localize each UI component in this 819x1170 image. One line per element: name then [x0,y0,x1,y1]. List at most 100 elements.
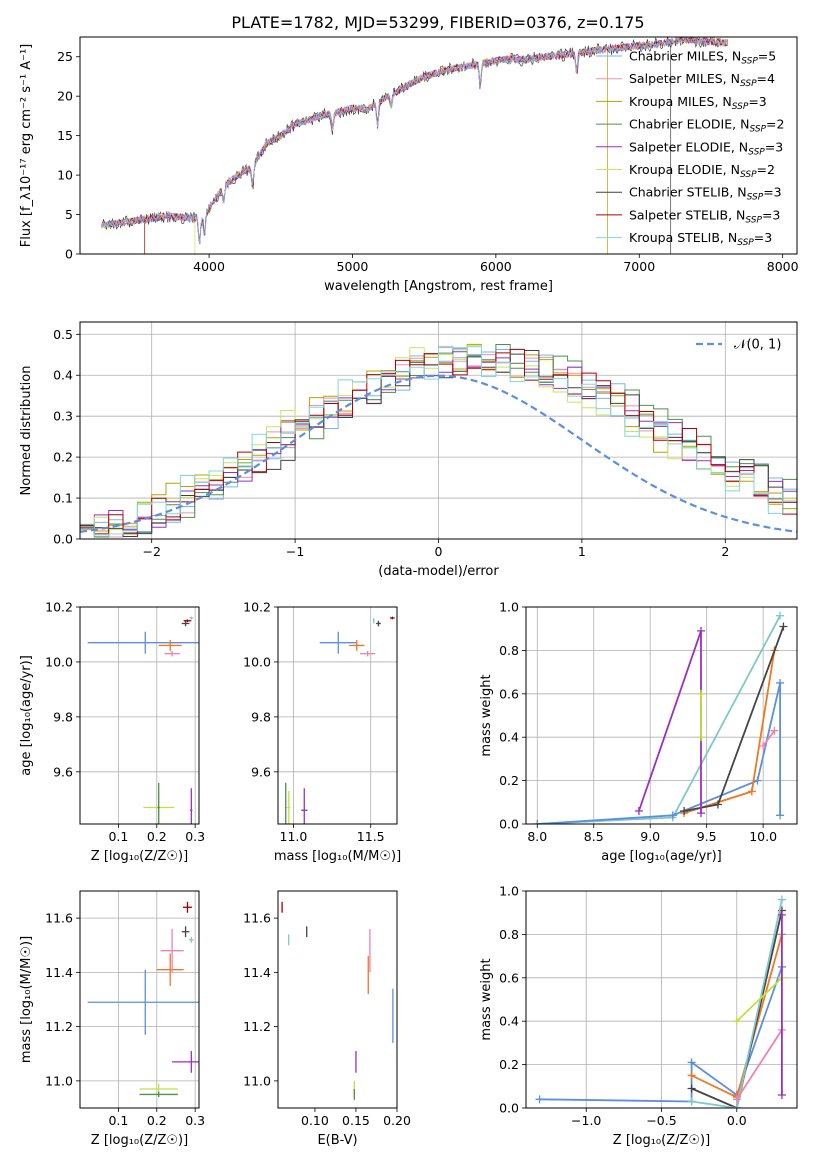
y-tick-label: 15 [57,128,73,143]
y-tick-label: 0.6 [499,970,519,985]
y-tick-label: 0.0 [499,817,519,832]
x-tick-label: 1 [578,544,586,559]
y-tick-label: 0.0 [499,1101,519,1116]
panels: 4000 5000 6000 7000 80000510152025wavelength… [19,36,799,1148]
spectrum-line-chabrier-miles [101,37,729,243]
legend-label: Chabrier ELODIE, NSSP=2 [629,117,784,135]
y-tick-label: 20 [57,89,73,104]
figure-title: PLATE=1782, MJD=53299, FIBERID=0376, z=0… [231,13,644,32]
plot-area [87,616,199,824]
grid-lines [80,891,199,1108]
axes-frame [277,606,398,825]
data-point [172,1051,199,1073]
data-point [164,650,180,657]
data-point [183,619,192,623]
series-marker [687,1071,696,1080]
y-tick-label: 5 [65,207,73,222]
series-summary-gray [680,622,788,815]
legend-entry: Chabrier MILES, NSSP=5 [596,49,776,67]
data-point [189,937,194,943]
panel-mass-vs-extinction: 0.10 0.15 0.20 11.0 11.2 11.4 11.6 E(B-V) [243,890,411,1148]
data-point [190,788,193,824]
data-point [359,650,376,657]
data-point [156,953,184,986]
series-marker [668,811,677,820]
y-tick-label: 9.6 [251,764,271,779]
legend-entry: Kroupa ELODIE, NSSP=2 [596,162,775,180]
series-marker [634,806,643,815]
legend-entry: Salpeter MILES, NSSP=4 [596,71,775,89]
series-summary-teal [533,611,785,824]
x-tick-label: 0.20 [383,1113,411,1128]
x-tick-label: 5000 [337,259,369,274]
series-marker [697,689,706,698]
grid-lines [278,606,397,824]
data-point [182,901,193,913]
legend-label: Chabrier STELIB, NSSP=3 [629,185,782,203]
series-line [537,615,781,824]
legend-label: Salpeter STELIB, NSSP=3 [629,207,780,225]
axes-frame [525,890,798,1109]
x-tick-label: −1.0 [571,1113,601,1128]
panel-residual-histogram: −2 −1 0 1 2 0.0 0.1 0.2 0.3 0.4 0.5 (data-model)/er… [19,321,798,579]
x-tick-label: 2 [721,544,729,559]
y-axis-label: mass [log₁₀(M/M☉)] [19,936,34,1063]
legend-entry: Salpeter ELODIE, NSSP=3 [596,139,783,157]
y-tick-label: 10.2 [45,600,73,615]
legend-label: Salpeter ELODIE, NSSP=3 [629,139,783,157]
y-tick-label: 11.6 [45,911,73,926]
legend-entry: Kroupa MILES, NSSP=3 [596,94,767,112]
data-point [287,791,291,824]
x-tick-label: 0.2 [147,1113,167,1128]
x-axis-label: wavelength [Angstrom, rest frame] [324,279,553,294]
y-tick-label: 0.8 [499,927,519,942]
series-line [762,730,776,747]
x-tick-label: 9.5 [697,829,717,844]
histogram-kroupa-stelib [80,345,797,539]
grid-lines [80,606,199,824]
x-tick-label: 0.3 [185,1113,205,1128]
series-line [539,966,783,1103]
y-tick-label: 11.2 [243,1019,271,1034]
y-tick-label: 9.6 [53,764,73,779]
y-tick-label: 0.6 [499,686,519,701]
y-tick-label: 0.1 [53,491,73,506]
y-tick-label: 0.2 [499,773,519,788]
axes-frame [79,606,200,825]
data-point [157,782,160,824]
series-marker [777,1090,786,1099]
legend-entry: Chabrier STELIB, NSSP=3 [596,185,782,203]
legend-entry: Kroupa STELIB, NSSP=3 [596,230,772,248]
series-marker [535,1095,544,1104]
axes-frame [79,321,798,540]
x-tick-label: 8000 [767,259,799,274]
y-axis-label: mass weight [479,674,494,756]
y-axis-label: Flux [f_λ10⁻¹⁷ erg cm⁻² s⁻¹ A⁻¹] [19,44,34,248]
series-marker [732,1104,741,1108]
x-tick-label: 0.1 [108,1113,128,1128]
axes-frame [525,606,798,825]
series-marker [776,811,785,820]
x-tick-label: −0.5 [646,1113,676,1128]
data-point [158,639,182,651]
plot-area [87,901,199,1098]
panel-mass-weight-vs-age: 8.0 8.5 9.0 9.5 10.0 0.0 0.2 0.4 0.6 0.8 1.0 age [l… [479,600,798,864]
axes-frame [79,890,200,1109]
series-marker [776,611,785,620]
legend-entry: Salpeter STELIB, NSSP=3 [596,207,780,225]
data-point [373,617,375,624]
y-tick-label: 10.2 [243,600,271,615]
data-point [390,616,395,620]
x-axis-label: Z [log₁₀(Z/Z☉)] [91,849,188,864]
x-tick-label: 11.5 [357,829,385,844]
y-tick-label: 1.0 [499,884,519,899]
plot-area [101,37,729,254]
plot-area [284,616,395,824]
legend-label: 𝒩(0, 1) [734,338,781,353]
series-line [736,977,783,1022]
panel-age-vs-mass: 11.0 11.5 9.6 9.8 10.0 10.2 mass [log₁₀(M/M☉)] [243,600,401,865]
x-axis-label: (data-model)/error [378,564,499,579]
series-marker [753,776,762,785]
x-axis-label: mass [log₁₀(M/M☉)] [274,849,401,864]
series-summary-purple [777,910,786,1099]
